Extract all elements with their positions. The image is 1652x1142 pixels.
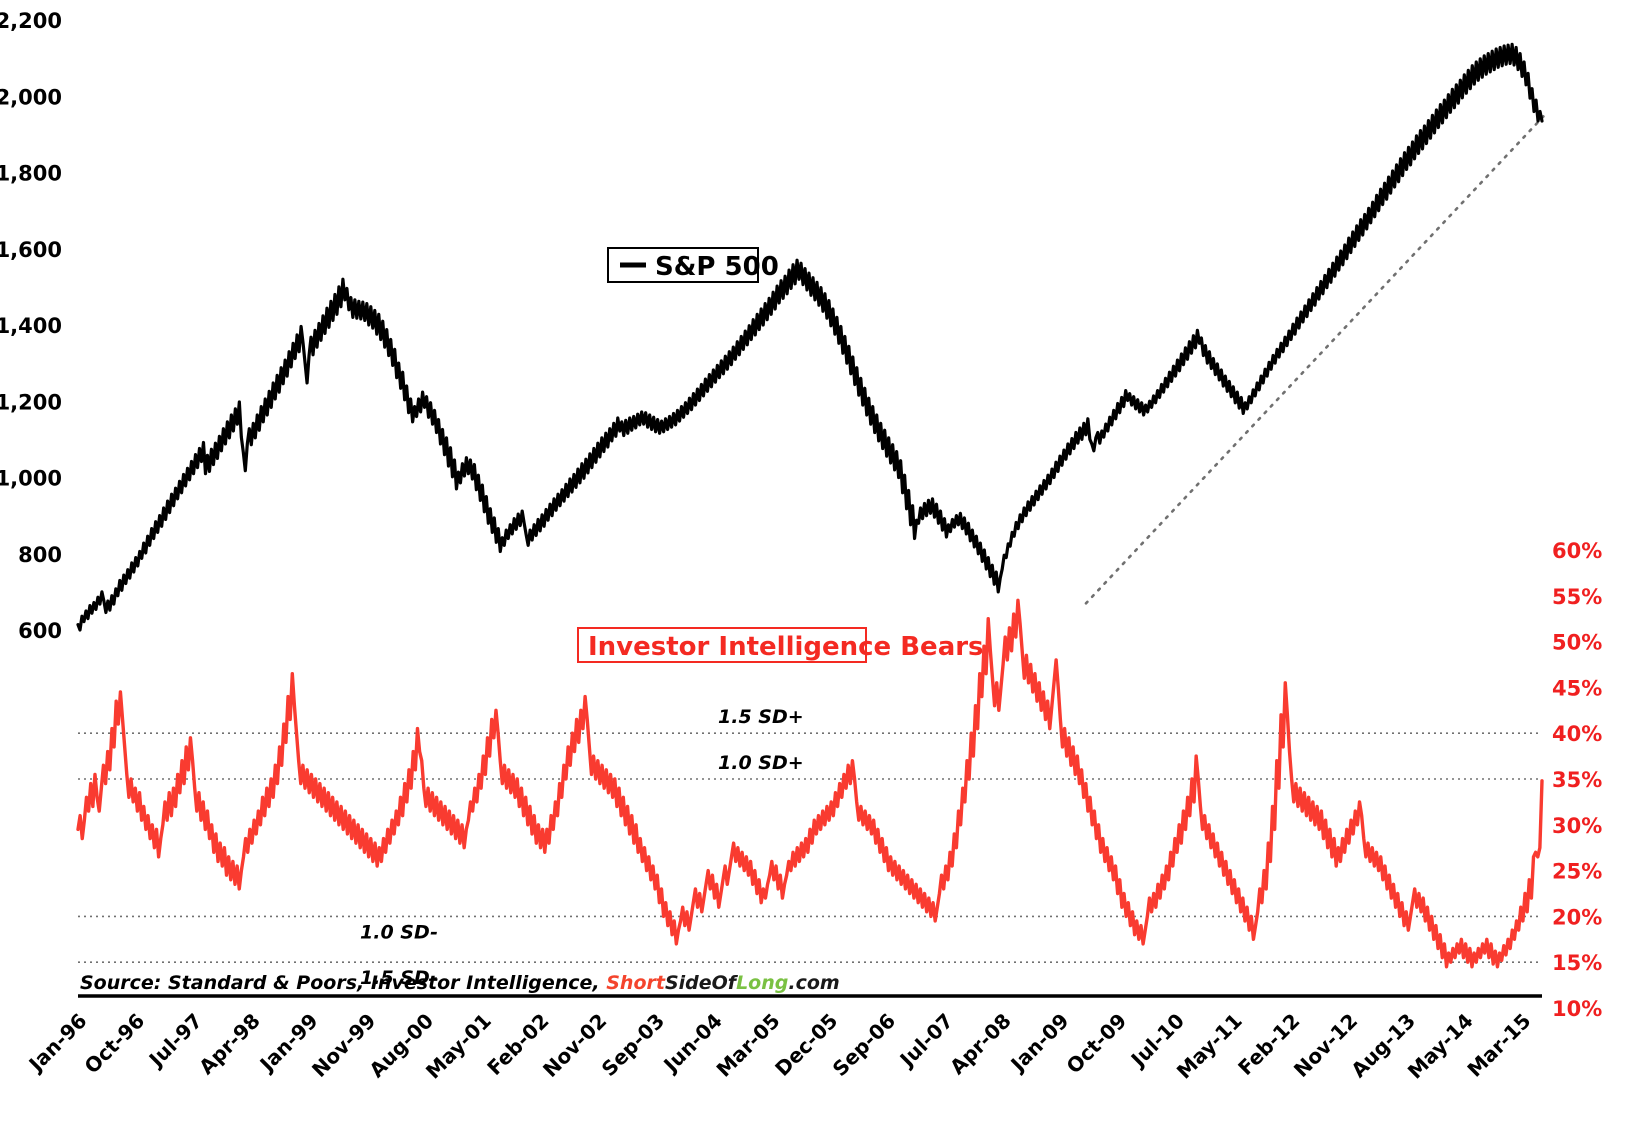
right-axis-tick-45: 45% <box>1552 676 1602 700</box>
legend-bears-label: Investor Intelligence Bears <box>588 632 984 662</box>
source-prefix-text: Source: Standard & Poors, Investor Intel… <box>80 972 606 994</box>
left-axis-tick-2200: 2,200 <box>0 9 62 33</box>
left-axis-tick-labels: 2,200 2,000 1,800 1,600 1,400 1,200 1,000 800 60… <box>0 9 62 643</box>
right-axis-tick-50: 50% <box>1552 631 1602 655</box>
right-axis-tick-35: 35% <box>1552 768 1602 792</box>
brand-long-text: Long <box>736 972 788 994</box>
brand-tld-text: .com <box>788 972 839 994</box>
right-axis-tick-30: 30% <box>1552 814 1602 838</box>
sp500-line-series <box>76 42 1544 632</box>
legend-sp500[interactable]: S&P 500 <box>607 247 779 283</box>
left-axis-tick-1800: 1,800 <box>0 162 62 186</box>
left-axis-tick-600: 600 <box>18 619 62 643</box>
right-axis-tick-labels: 60% 55% 50% 45% 40% 35% 30% 25% 20% 15% 10% <box>1552 539 1602 1021</box>
left-axis-tick-1000: 1,000 <box>0 467 62 491</box>
standard-deviation-labels: 1.5 SD+ 1.0 SD+ 1.0 SD- 1.5 SD- <box>360 706 804 989</box>
right-axis-tick-40: 40% <box>1552 722 1602 746</box>
right-axis-tick-15: 15% <box>1552 951 1602 975</box>
legend-sp500-label: S&P 500 <box>655 252 779 282</box>
right-axis-tick-10: 10% <box>1552 997 1602 1021</box>
right-axis-tick-55: 55% <box>1552 585 1602 609</box>
left-axis-tick-1600: 1,600 <box>0 238 62 262</box>
legend-investor-intelligence-bears[interactable]: Investor Intelligence Bears <box>577 627 984 663</box>
left-axis-tick-1200: 1,200 <box>0 390 62 414</box>
svg-text:Source: Standard & Poors, Inve: Source: Standard & Poors, Investor Intel… <box>80 972 840 994</box>
investor-intelligence-bears-line-series <box>76 598 1544 969</box>
left-axis-tick-1400: 1,400 <box>0 314 62 338</box>
source-attribution: Source: Standard & Poors, Investor Intel… <box>80 972 840 994</box>
sd-label-1-0-sd-: 1.0 SD+ <box>718 752 804 774</box>
left-axis-tick-2000: 2,000 <box>0 85 62 109</box>
legend-bears-box <box>577 627 867 663</box>
left-axis-tick-800: 800 <box>18 543 62 567</box>
sd-label-1-0-sd-: 1.0 SD- <box>360 921 438 943</box>
brand-sideof-text: SideOf <box>665 972 739 994</box>
standard-deviation-reference-lines <box>78 732 1542 964</box>
right-axis-tick-25: 25% <box>1552 860 1602 884</box>
brand-short-text: Short <box>606 972 666 994</box>
sd-label-1-5-sd-: 1.5 SD+ <box>718 706 804 728</box>
right-axis-tick-60: 60% <box>1552 539 1602 563</box>
sd-label-1-5-sd-: 1.5 SD- <box>360 967 438 989</box>
right-axis-tick-20: 20% <box>1552 905 1602 929</box>
